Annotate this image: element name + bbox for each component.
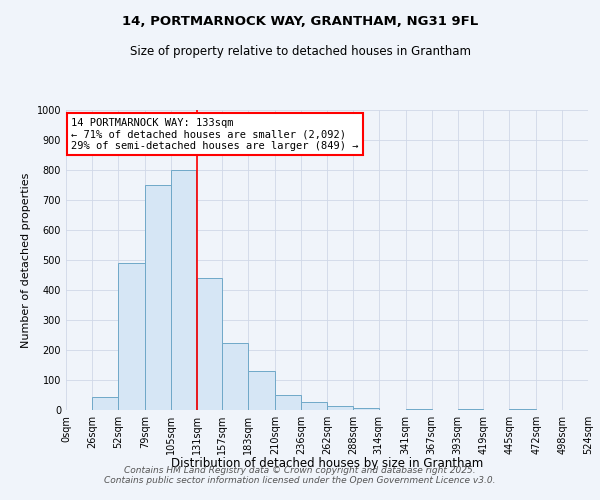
Bar <box>275 395 301 410</box>
Text: 14, PORTMARNOCK WAY, GRANTHAM, NG31 9FL: 14, PORTMARNOCK WAY, GRANTHAM, NG31 9FL <box>122 15 478 28</box>
Bar <box>118 263 145 410</box>
Bar <box>223 342 248 410</box>
Bar <box>458 408 484 410</box>
Text: Contains HM Land Registry data © Crown copyright and database right 2025.
Contai: Contains HM Land Registry data © Crown c… <box>104 466 496 485</box>
Bar <box>301 402 327 410</box>
Bar <box>92 398 118 410</box>
Bar <box>197 278 223 410</box>
X-axis label: Distribution of detached houses by size in Grantham: Distribution of detached houses by size … <box>171 457 483 470</box>
Bar <box>353 408 379 410</box>
Y-axis label: Number of detached properties: Number of detached properties <box>21 172 31 348</box>
Bar <box>248 371 275 410</box>
Bar <box>327 406 353 410</box>
Bar <box>406 408 431 410</box>
Text: 14 PORTMARNOCK WAY: 133sqm
← 71% of detached houses are smaller (2,092)
29% of s: 14 PORTMARNOCK WAY: 133sqm ← 71% of deta… <box>71 118 359 150</box>
Text: Size of property relative to detached houses in Grantham: Size of property relative to detached ho… <box>130 45 470 58</box>
Bar <box>509 408 536 410</box>
Bar <box>170 170 196 410</box>
Bar <box>145 185 170 410</box>
